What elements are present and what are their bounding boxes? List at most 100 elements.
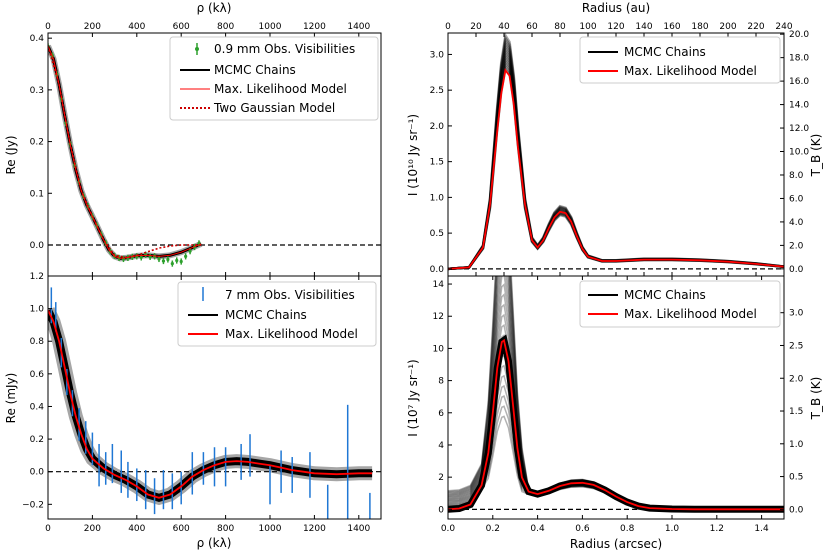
- max-likelihood-line: [48, 45, 202, 259]
- obs-point: [166, 257, 170, 262]
- ylabel-top-right: I (10¹⁰ Jy sr⁻¹): [406, 114, 420, 196]
- x-tick-label: 0.4: [530, 524, 545, 534]
- legend-item-obs: 7 mm Obs. Visibilities: [225, 288, 355, 302]
- x-tick-label: 1000: [259, 22, 282, 32]
- legend-bottom-right: MCMC Chains Max. Likelihood Model: [579, 280, 781, 328]
- y-tick-label: 10: [433, 344, 445, 354]
- plot-area-top-left: [48, 43, 381, 267]
- plot-area-top-right: [448, 33, 784, 271]
- plot-content: [48, 287, 381, 519]
- plot-area-bottom-right: [448, 276, 784, 513]
- x-tick-label: 40: [498, 22, 510, 32]
- ylabel-bottom-right: I (10⁷ Jy sr⁻¹): [406, 359, 420, 436]
- ylabel-top-left: Re (Jy): [4, 136, 18, 175]
- right-tick-label: 2.0: [789, 241, 804, 251]
- panel-top-left: 0 200 400 600 800 1000 1200 1400 0.0 0.1 0.2 0.3 0.4…: [4, 1, 382, 277]
- right-tick-label: 14.0: [789, 101, 809, 111]
- x-tick-label: 140: [635, 22, 652, 32]
- x-tick-label: 0: [45, 22, 51, 32]
- x-tick-label: 100: [579, 22, 596, 32]
- max-likelihood-line: [48, 309, 373, 499]
- legend-item-chains: MCMC Chains: [225, 308, 307, 322]
- xlabel-bottom-left: ρ (kλ): [197, 536, 232, 550]
- frame-bottom-right: [447, 275, 785, 520]
- x-tick-label: 1.0: [665, 524, 680, 534]
- right-tick-label: 1.0: [789, 440, 804, 450]
- y-tick-label: 12: [433, 312, 444, 322]
- y-tick-label: 0.0: [30, 241, 45, 251]
- y-tick-label: 0.4: [30, 34, 45, 44]
- frame-bottom-left: [47, 275, 382, 520]
- y-tick-label: 3.0: [430, 50, 445, 60]
- legend-item-twogauss: Two Gaussian Model: [213, 101, 335, 115]
- right-tick-label: 20.0: [789, 30, 809, 40]
- ylabel-right-bottom-right: T_B (K): [809, 377, 823, 421]
- max-likelihood-line: [448, 338, 784, 511]
- right-tick-label: 2.5: [789, 341, 803, 351]
- x-tick-label: 60: [526, 22, 538, 32]
- right-tick-label: 18.0: [789, 54, 809, 64]
- x-tick-label: 1000: [259, 524, 282, 534]
- xlabel-top-right: Radius (au): [582, 1, 650, 15]
- x-tick-label: 400: [128, 524, 145, 534]
- x-tick-label: 800: [217, 524, 234, 534]
- y-tick-label: 0.3: [30, 86, 44, 96]
- panel-bottom-right: 0.0 0.2 0.4 0.6 0.8 1.0 1.2 1.4 0 2 4 6 8 10 12 14 0.0 0.…: [406, 275, 823, 551]
- ticks-bottom-left: 0 200 400 600 800 1000 1200 1400 −0.2 0.0 0.2 0.4 0.…: [22, 272, 370, 534]
- x-tick-label: 200: [84, 524, 101, 534]
- xlabel-bottom-right: Radius (arcsec): [570, 537, 662, 551]
- x-tick-label: 0: [445, 22, 451, 32]
- x-tick-label: 400: [128, 22, 145, 32]
- y-tick-label: 8: [438, 377, 444, 387]
- legend-box: [169, 36, 379, 121]
- mcmc-chain-line: [448, 374, 784, 511]
- y-tick-label: 1.0: [30, 305, 45, 315]
- y-tick-label: 0.5: [430, 229, 444, 239]
- y-tick-label: 0.4: [30, 402, 45, 412]
- x-tick-label: 600: [173, 22, 190, 32]
- right-tick-label: 0.0: [789, 505, 804, 515]
- x-tick-label: 600: [173, 524, 190, 534]
- x-tick-label: 180: [691, 22, 708, 32]
- ticks-bottom-right: 0.0 0.2 0.4 0.6 0.8 1.0 1.2 1.4 0 2 4 6 8 10 12 14 0.0 0.…: [433, 276, 804, 534]
- x-tick-label: 0.6: [575, 524, 590, 534]
- legend-box: [579, 280, 781, 328]
- legend-item-chains: MCMC Chains: [624, 45, 706, 59]
- y-tick-label: 0: [438, 505, 444, 515]
- y-tick-label: 4: [438, 441, 444, 451]
- right-tick-label: 8.0: [789, 171, 804, 181]
- obs-point: [161, 259, 166, 263]
- legend-top-right: MCMC Chains Max. Likelihood Model: [579, 36, 781, 84]
- ylabel-bottom-left: Re (mJy): [4, 373, 18, 424]
- obs-point: [157, 257, 161, 261]
- legend-item-maxl: Max. Likelihood Model: [225, 327, 358, 341]
- xlabel-top-left: ρ (kλ): [197, 1, 232, 15]
- legend-item-obs: 0.9 mm Obs. Visibilities: [214, 42, 355, 56]
- plot-content: [448, 33, 784, 271]
- x-tick-label: 0.2: [486, 524, 500, 534]
- right-tick-label: 16.0: [789, 77, 809, 87]
- legend-item-chains: MCMC Chains: [214, 63, 296, 77]
- ticks-top-right: 0 20 40 60 80 100 120 140 160 180 200 220 240 0.0 0.5 1…: [430, 22, 809, 276]
- max-likelihood-line: [448, 67, 784, 270]
- plot-content: [448, 276, 784, 513]
- x-tick-label: 20: [470, 22, 482, 32]
- mcmc-chain-line: [448, 395, 784, 511]
- obs-point: [188, 249, 192, 253]
- x-tick-label: 0.8: [620, 524, 635, 534]
- y-tick-label: 0.1: [30, 189, 44, 199]
- y-tick-label: 1.2: [30, 272, 44, 282]
- y-tick-label: 2.0: [430, 122, 445, 132]
- obs-point: [170, 261, 174, 266]
- x-tick-label: 80: [554, 22, 566, 32]
- right-tick-label: 0.0: [789, 265, 804, 275]
- right-tick-label: 3.0: [789, 309, 804, 319]
- x-tick-label: 1400: [347, 22, 370, 32]
- x-tick-label: 1.4: [754, 524, 769, 534]
- right-tick-label: 6.0: [789, 194, 804, 204]
- ylabel-right-top-right: T_B (K): [809, 134, 823, 178]
- obs-point: [139, 255, 143, 259]
- x-tick-label: 1200: [303, 22, 326, 32]
- x-tick-label: 160: [663, 22, 680, 32]
- y-tick-label: 0.8: [30, 337, 45, 347]
